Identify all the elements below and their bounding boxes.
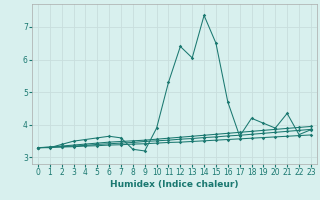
X-axis label: Humidex (Indice chaleur): Humidex (Indice chaleur)	[110, 180, 239, 189]
